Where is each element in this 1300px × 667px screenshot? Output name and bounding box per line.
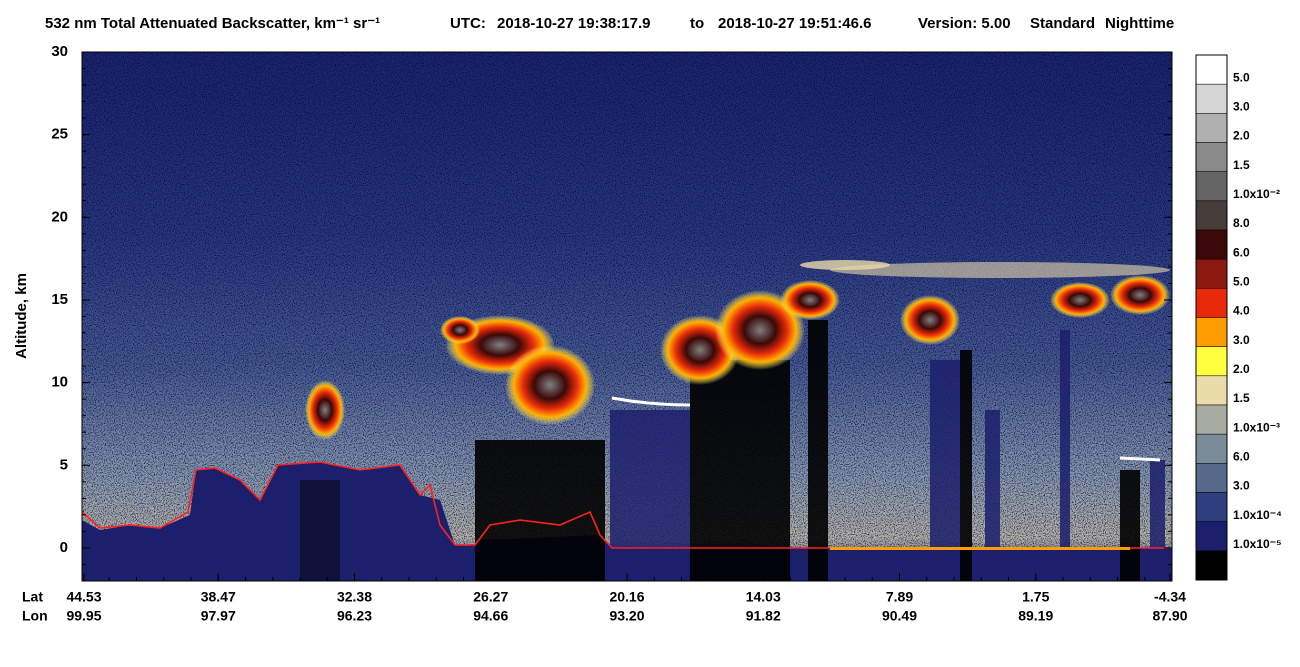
attenuated-columns <box>300 320 1140 581</box>
colorbar-swatch <box>1195 346 1228 377</box>
colorbar-label: 5.0 <box>1233 70 1250 84</box>
colorbar-label: 1.0x10⁻⁵ <box>1233 537 1282 551</box>
clouds <box>305 260 1170 462</box>
colorbar-label: 1.5 <box>1233 391 1250 405</box>
y-tick-label: 10 <box>51 374 68 391</box>
lon-label: 91.82 <box>746 608 781 624</box>
colorbar-swatch <box>1195 492 1228 522</box>
y-tick-label: 20 <box>51 208 68 225</box>
lon-label: 99.95 <box>66 608 101 624</box>
row-label: Lon <box>22 608 48 624</box>
surface-line <box>82 461 1172 549</box>
lon-label: 87.90 <box>1152 608 1187 624</box>
colorbar-swatch <box>1195 317 1228 347</box>
lat-label: 26.27 <box>473 589 508 605</box>
lon-label: 96.23 <box>337 608 372 624</box>
y-tick-label: 30 <box>51 43 68 60</box>
y-tick-label: 0 <box>60 539 68 556</box>
colorbar-label: 1.0x10⁻² <box>1233 187 1280 201</box>
lat-label: 14.03 <box>746 589 781 605</box>
colorbar-label: 1.0x10⁻³ <box>1233 420 1280 434</box>
colorbar-label: 3.0 <box>1233 479 1250 493</box>
colorbar-label: 1.0x10⁻⁴ <box>1233 508 1282 522</box>
to: to <box>690 15 704 32</box>
colorbar-swatch <box>1195 521 1228 552</box>
colorbar-swatch <box>1195 83 1228 114</box>
lon-label: 93.20 <box>609 608 644 624</box>
colorbar-label: 5.0 <box>1233 275 1250 289</box>
colorbar-label: 1.5 <box>1233 158 1250 172</box>
colorbar-swatch <box>1195 404 1228 435</box>
lat-label: 32.38 <box>337 589 372 605</box>
end-time: 2018-10-27 19:51:46.6 <box>718 15 871 32</box>
colorbar-label: 3.0 <box>1233 333 1250 347</box>
colorbar-swatch <box>1195 258 1228 289</box>
lat-label: 1.75 <box>1022 589 1049 605</box>
colorbar-swatch <box>1195 229 1228 260</box>
colorbar-swatch <box>1195 200 1228 231</box>
lat-label: 20.16 <box>609 589 644 605</box>
colorbar-swatch <box>1195 433 1228 464</box>
colorbar-swatch <box>1195 142 1228 172</box>
lat-label: -4.34 <box>1154 589 1186 605</box>
ground <box>82 462 1172 581</box>
y-tick-label: 25 <box>51 126 68 143</box>
colorbar-swatch <box>1195 288 1228 318</box>
surface-return <box>830 547 1130 550</box>
colorbar-frame <box>1195 54 1228 581</box>
utc-label: UTC: <box>450 15 486 32</box>
colorbar-label: 2.0 <box>1233 362 1250 376</box>
y-tick-label: 5 <box>60 456 68 473</box>
colorbar-label: 3.0 <box>1233 100 1250 114</box>
row-label: Lat <box>22 589 43 605</box>
lat-label: 44.53 <box>66 589 101 605</box>
colorbar-swatch <box>1195 375 1228 406</box>
colorbar-label: 6.0 <box>1233 245 1250 259</box>
colorbar-swatch <box>1195 113 1228 143</box>
product: Standard <box>1030 15 1095 32</box>
version: Version: 5.00 <box>918 15 1011 32</box>
colorbar-swatch <box>1195 463 1228 493</box>
colorbar-label: 4.0 <box>1233 304 1250 318</box>
lon-label: 97.97 <box>201 608 236 624</box>
colorbar-label: 6.0 <box>1233 450 1250 464</box>
backscatter-curtain <box>82 52 1172 581</box>
lat-label: 38.47 <box>201 589 236 605</box>
mode: Nighttime <box>1105 15 1174 32</box>
title: 532 nm Total Attenuated Backscatter, km⁻… <box>45 15 380 32</box>
colorbar-label: 2.0 <box>1233 129 1250 143</box>
y-tick-label: 15 <box>51 291 68 308</box>
colorbar-swatch <box>1195 550 1228 581</box>
colorbar-swatch <box>1195 171 1228 202</box>
y-axis-label: Altitude, km <box>13 273 30 359</box>
start-time: 2018-10-27 19:38:17.9 <box>497 15 650 32</box>
lat-label: 7.89 <box>886 589 913 605</box>
colorbar-swatch <box>1195 54 1228 85</box>
cloud-shadows <box>610 330 1165 550</box>
lon-label: 90.49 <box>882 608 917 624</box>
lon-label: 89.19 <box>1018 608 1053 624</box>
colorbar-label: 8.0 <box>1233 216 1250 230</box>
lon-label: 94.66 <box>473 608 508 624</box>
